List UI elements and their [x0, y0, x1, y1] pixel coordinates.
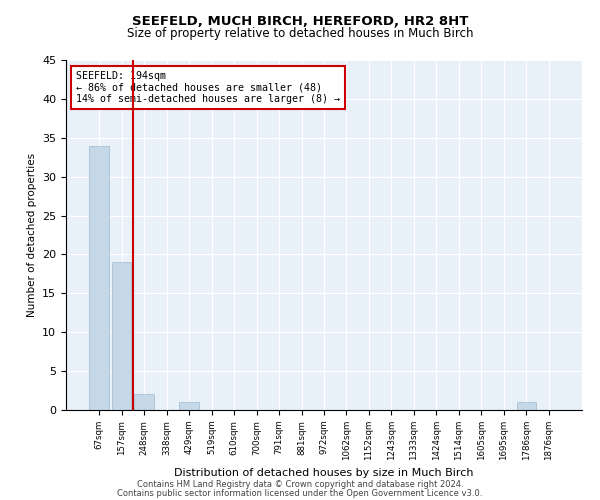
Bar	[89, 146, 109, 410]
Text: Contains public sector information licensed under the Open Government Licence v3: Contains public sector information licen…	[118, 488, 482, 498]
Bar	[517, 402, 536, 410]
Bar	[134, 394, 154, 410]
Text: Size of property relative to detached houses in Much Birch: Size of property relative to detached ho…	[127, 28, 473, 40]
Text: SEEFELD, MUCH BIRCH, HEREFORD, HR2 8HT: SEEFELD, MUCH BIRCH, HEREFORD, HR2 8HT	[132, 15, 468, 28]
Y-axis label: Number of detached properties: Number of detached properties	[26, 153, 37, 317]
Bar	[112, 262, 131, 410]
Bar	[179, 402, 199, 410]
Text: SEEFELD: 194sqm
← 86% of detached houses are smaller (48)
14% of semi-detached h: SEEFELD: 194sqm ← 86% of detached houses…	[76, 70, 340, 104]
Text: Contains HM Land Registry data © Crown copyright and database right 2024.: Contains HM Land Registry data © Crown c…	[137, 480, 463, 489]
X-axis label: Distribution of detached houses by size in Much Birch: Distribution of detached houses by size …	[174, 468, 474, 478]
